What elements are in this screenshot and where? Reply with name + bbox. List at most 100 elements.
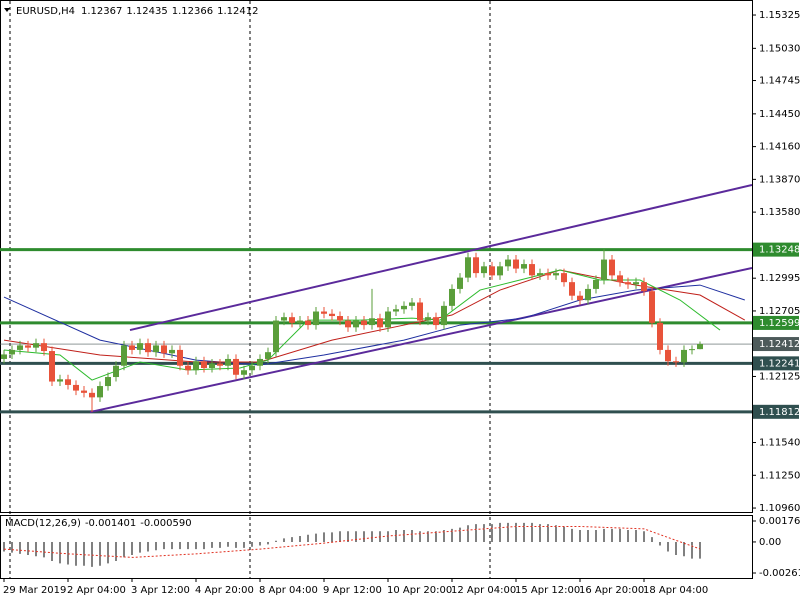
price-level-label: 1.13248: [759, 245, 800, 256]
candle-body: [641, 282, 647, 292]
candle-body: [433, 317, 439, 326]
candle-body: [417, 302, 423, 321]
macd-tick-label: -0.002611: [759, 568, 800, 579]
candle-body: [49, 351, 55, 382]
candle-body: [321, 311, 327, 314]
candle-body: [361, 320, 367, 326]
macd-header: MACD(12,26,9) -0.001401 -0.000590: [5, 518, 192, 529]
macd-tick-label: 0.00: [759, 537, 781, 548]
candle-body: [25, 345, 31, 348]
candle-body: [129, 345, 135, 350]
x-tick-label: 2 Apr 04:00: [67, 585, 126, 596]
candle-body: [393, 309, 399, 312]
candle-body: [473, 257, 479, 274]
candle-body: [281, 317, 287, 321]
candle-body: [201, 361, 207, 368]
candle-body: [137, 343, 143, 350]
macd-pane: [0, 515, 753, 579]
candle-body: [585, 288, 591, 301]
candle-body: [89, 392, 95, 398]
symbol: EURUSD,H4: [16, 6, 75, 17]
candle-body: [329, 313, 335, 317]
candle-body: [601, 259, 607, 280]
candle-body: [697, 344, 703, 350]
candle-body: [33, 343, 39, 348]
y-tick-label: 1.13580: [759, 207, 800, 218]
macd-value: -0.001401: [85, 518, 136, 529]
macd-tick-label: 0.001761: [759, 516, 800, 527]
y-tick-label: 1.15030: [759, 43, 800, 54]
trendline: [89, 267, 752, 414]
candle-body: [457, 277, 463, 289]
x-tick-label: 15 Apr 12:00: [515, 585, 580, 596]
price-level-label: 1.12599: [759, 318, 800, 329]
candle-body: [209, 363, 215, 368]
menu-icon: [4, 8, 10, 12]
candle-body: [657, 322, 663, 350]
candle-body: [561, 273, 567, 283]
macd-label: MACD(12,26,9): [5, 518, 81, 529]
x-tick-label: 4 Apr 20:00: [195, 585, 254, 596]
candle-body: [505, 259, 511, 267]
price-level-tag: [753, 315, 799, 330]
candle-body: [665, 349, 671, 362]
candle-body: [449, 288, 455, 306]
candle-body: [241, 370, 247, 375]
candle-body: [401, 305, 407, 310]
y-tick-label: 1.14160: [759, 142, 800, 153]
y-tick-label: 1.13870: [759, 174, 800, 185]
y-tick-label: 1.14745: [759, 76, 800, 87]
y-tick-label: 1.14450: [759, 109, 800, 120]
candle-body: [545, 273, 551, 276]
candle-body: [257, 358, 263, 366]
low-value: 1.12366: [172, 6, 213, 17]
price-level-tag: [753, 356, 799, 371]
candle-body: [377, 318, 383, 328]
y-tick-label: 1.10960: [759, 503, 800, 514]
signal-line: [3, 525, 701, 558]
candle-body: [57, 379, 63, 382]
candle-body: [265, 352, 271, 359]
candle-body: [441, 305, 447, 326]
price-plot: [0, 184, 752, 414]
signal-value: -0.000590: [140, 518, 191, 529]
trendline: [129, 184, 752, 332]
candle-body: [97, 386, 103, 398]
y-tick-label: 1.11250: [759, 470, 800, 481]
x-tick-label: 10 Apr 20:00: [387, 585, 452, 596]
candle-body: [489, 266, 495, 276]
x-tick-label: 29 Mar 2019: [3, 585, 66, 596]
price-level-label: 1.11812: [759, 407, 800, 418]
candle-body: [337, 316, 343, 321]
candle-body: [465, 257, 471, 278]
candle-body: [217, 363, 223, 366]
candle-body: [177, 349, 183, 366]
candle-body: [225, 358, 231, 366]
candle-body: [633, 282, 639, 285]
candle-body: [1, 354, 7, 359]
candle-body: [9, 349, 15, 355]
x-tick-label: 3 Apr 12:00: [131, 585, 190, 596]
candle-body: [249, 365, 255, 371]
candle-body: [577, 295, 583, 301]
candle-body: [481, 266, 487, 274]
price-level-tag: [753, 337, 799, 352]
candle-body: [353, 320, 359, 328]
candle-body: [425, 317, 431, 321]
x-tick-label: 18 Apr 04:00: [643, 585, 708, 596]
y-tick-label: 1.12125: [759, 371, 800, 382]
x-tick-label: 16 Apr 20:00: [579, 585, 644, 596]
candle-body: [81, 390, 87, 393]
candle-body: [185, 365, 191, 371]
candle-body: [385, 311, 391, 328]
candle-body: [41, 343, 47, 352]
candle-body: [313, 311, 319, 326]
x-tick-label: 8 Apr 04:00: [259, 585, 318, 596]
close-value: 1.12412: [217, 6, 258, 17]
high-value: 1.12435: [126, 6, 167, 17]
candle-body: [689, 349, 695, 351]
candle-body: [593, 279, 599, 289]
y-tick-label: 1.12705: [759, 306, 800, 317]
chart-header: EURUSD,H4 1.12367 1.12435 1.12366 1.12412: [16, 6, 258, 17]
